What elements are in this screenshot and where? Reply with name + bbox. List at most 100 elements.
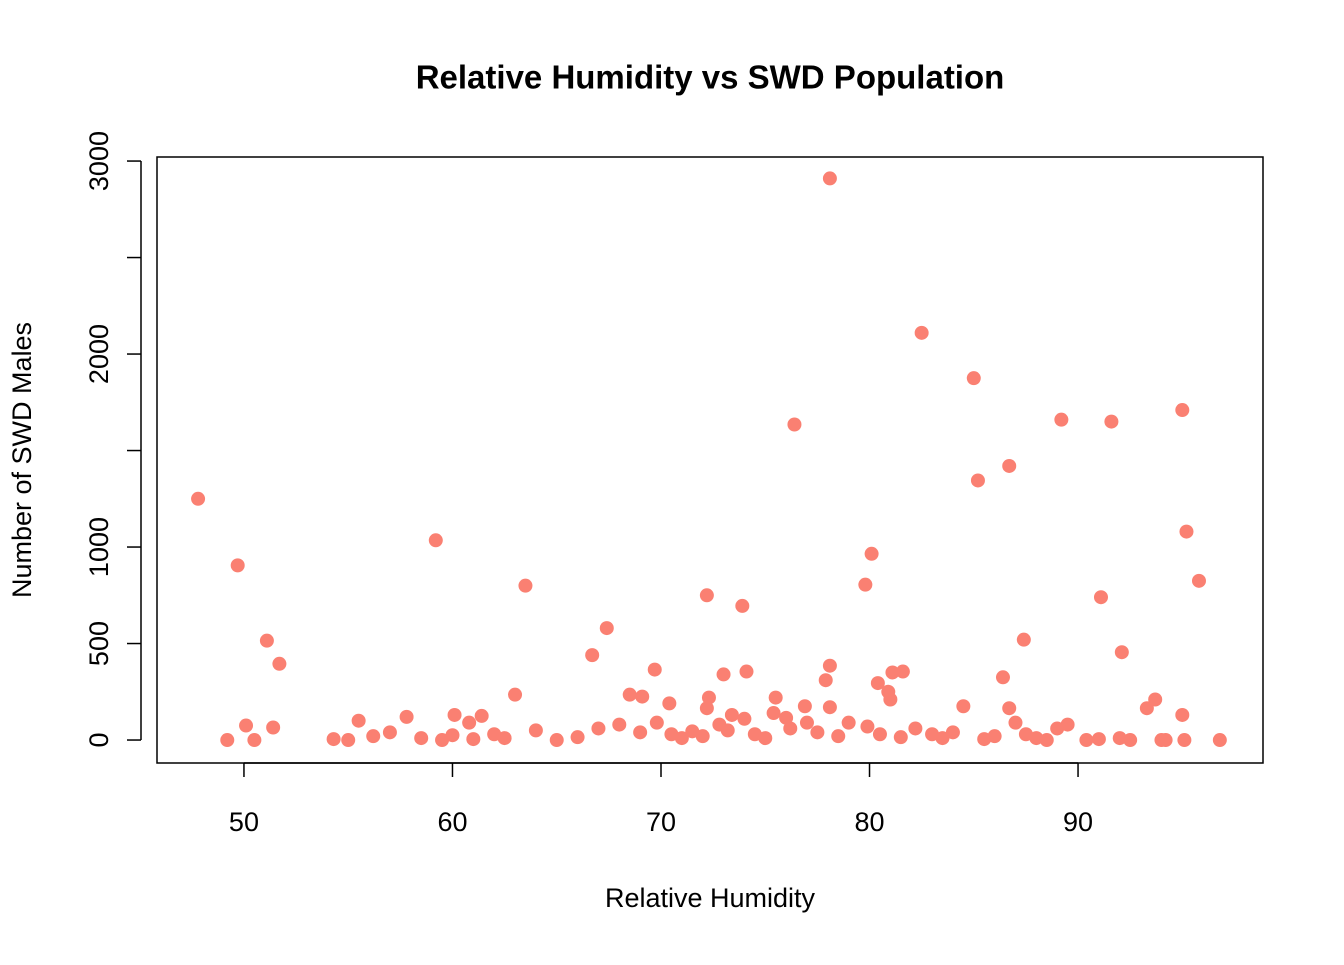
- point: [649, 715, 664, 730]
- point: [758, 731, 773, 746]
- point: [768, 690, 783, 705]
- point: [908, 721, 923, 736]
- point: [701, 690, 716, 705]
- point: [662, 696, 677, 711]
- point: [783, 721, 798, 736]
- plot-box: [156, 156, 1264, 764]
- point: [685, 724, 700, 739]
- point: [799, 715, 814, 730]
- y-tick-label: 500: [84, 621, 114, 666]
- x-tick-label: 60: [437, 807, 467, 837]
- point: [435, 733, 450, 748]
- point: [1039, 733, 1054, 748]
- point: [612, 717, 627, 732]
- point: [858, 577, 873, 592]
- point: [466, 732, 481, 747]
- point: [885, 665, 900, 680]
- x-axis-label: Relative Humidity: [605, 883, 816, 913]
- point: [497, 731, 512, 746]
- point: [1175, 403, 1190, 418]
- point: [1148, 692, 1163, 707]
- x-tick-label: 50: [229, 807, 259, 837]
- point: [622, 687, 637, 702]
- point: [831, 729, 846, 744]
- point: [230, 558, 245, 573]
- point: [822, 700, 837, 715]
- point: [635, 689, 650, 704]
- point: [966, 371, 981, 386]
- point: [1191, 573, 1206, 588]
- point: [695, 729, 710, 744]
- point: [860, 719, 875, 734]
- point: [797, 699, 812, 714]
- point: [1112, 731, 1127, 746]
- point: [1093, 590, 1108, 605]
- point: [326, 732, 341, 747]
- point: [549, 733, 564, 748]
- point: [599, 621, 614, 636]
- point: [1008, 715, 1023, 730]
- point: [272, 656, 287, 671]
- point: [1179, 524, 1194, 539]
- x-tick-label: 80: [854, 807, 884, 837]
- point: [1091, 732, 1106, 747]
- y-axis-label: Number of SWD Males: [7, 322, 37, 598]
- point: [428, 533, 443, 548]
- point: [1123, 733, 1138, 748]
- point: [822, 658, 837, 673]
- point: [935, 731, 950, 746]
- y-tick-label: 0: [84, 733, 114, 748]
- point: [841, 715, 856, 730]
- point: [720, 723, 735, 738]
- point: [239, 718, 254, 733]
- point: [1212, 733, 1227, 748]
- point: [382, 725, 397, 740]
- point: [1029, 731, 1044, 746]
- point: [1177, 733, 1192, 748]
- point: [247, 733, 262, 748]
- point: [633, 725, 648, 740]
- point: [699, 588, 714, 603]
- point: [739, 664, 754, 679]
- point: [366, 729, 381, 744]
- point: [474, 708, 489, 723]
- point: [674, 731, 689, 746]
- y-tick-label: 1000: [84, 517, 114, 577]
- point: [259, 633, 274, 648]
- point: [1079, 733, 1094, 748]
- point: [591, 721, 606, 736]
- y-tick-label: 3000: [84, 131, 114, 191]
- point: [737, 711, 752, 726]
- point: [822, 171, 837, 186]
- point: [1175, 707, 1190, 722]
- point: [266, 720, 281, 735]
- point: [864, 546, 879, 561]
- point: [508, 687, 523, 702]
- point: [585, 648, 600, 663]
- point: [462, 715, 477, 730]
- point: [766, 706, 781, 721]
- y-tick-label: 2000: [84, 324, 114, 384]
- point: [1054, 412, 1069, 427]
- x-tick-label: 70: [646, 807, 676, 837]
- point: [870, 676, 885, 691]
- point: [341, 733, 356, 748]
- point: [351, 713, 366, 728]
- point: [818, 673, 833, 688]
- point: [995, 670, 1010, 685]
- x-tick-label: 90: [1063, 807, 1093, 837]
- point: [872, 727, 887, 742]
- point: [1139, 701, 1154, 716]
- point: [945, 725, 960, 740]
- point: [724, 707, 739, 722]
- point: [1104, 414, 1119, 429]
- point: [1002, 458, 1017, 473]
- point: [895, 664, 910, 679]
- point: [445, 728, 460, 743]
- point: [810, 725, 825, 740]
- point: [970, 473, 985, 488]
- point: [518, 578, 533, 593]
- point: [220, 733, 235, 748]
- point: [779, 710, 794, 725]
